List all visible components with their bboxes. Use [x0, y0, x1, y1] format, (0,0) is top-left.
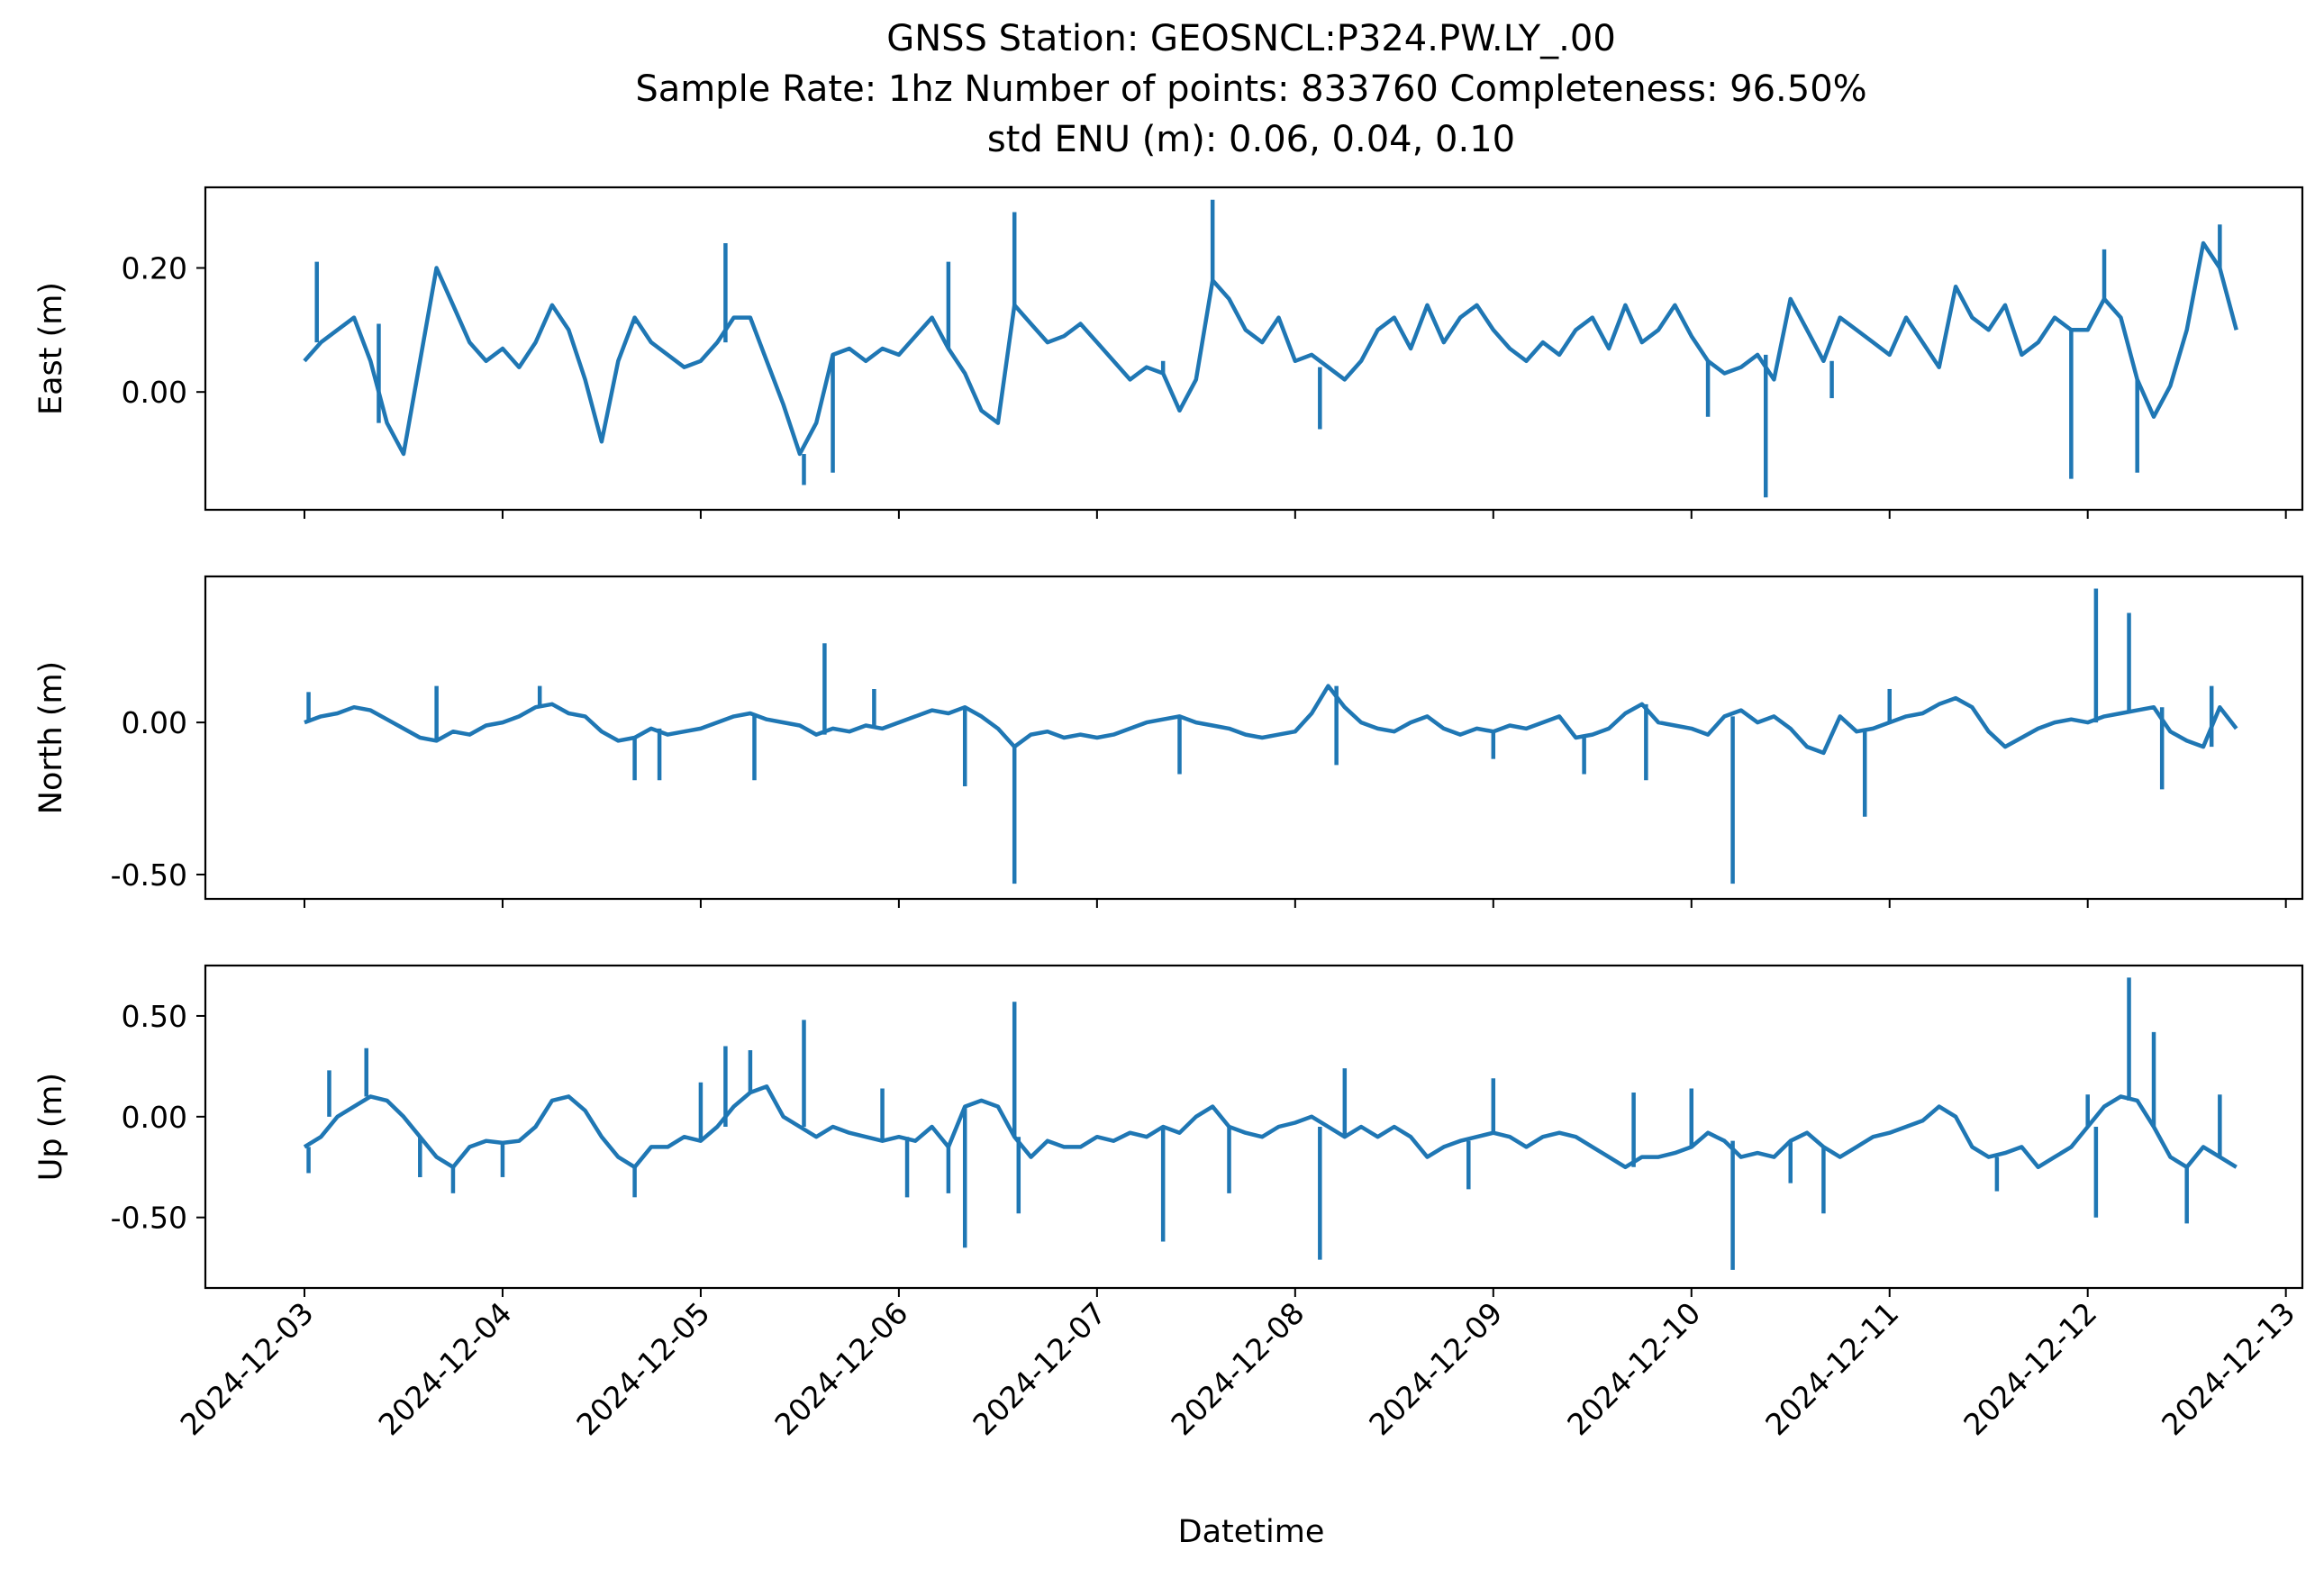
north-series-line: [304, 684, 2238, 756]
panel-north: -0.50 0.00 North (m): [33, 575, 2304, 908]
east-y-axis-label: East (m): [33, 282, 69, 415]
up-ytick-label: 0.00: [122, 1100, 187, 1135]
north-axes-frame: [204, 575, 2304, 901]
up-y-axis-label: Up (m): [33, 1073, 69, 1181]
east-ytick-label: 0.20: [122, 251, 187, 286]
up-ytick-label: 0.50: [122, 999, 187, 1034]
north-ytick-label: 0.00: [122, 705, 187, 740]
title-line-2: Sample Rate: 1hz Number of points: 83376…: [635, 68, 1866, 110]
title-line-3: std ENU (m): 0.06, 0.04, 0.10: [987, 119, 1515, 160]
x-axis-label: Datetime: [1178, 1514, 1325, 1550]
title-line-1: GNSS Station: GEOSNCL:P324.PW.LY_.00: [886, 18, 1616, 59]
up-ytick-label: -0.50: [111, 1201, 187, 1236]
panel-up: -0.50 0.00 0.50 Up (m): [33, 964, 2304, 1297]
up-axes-frame: [204, 964, 2304, 1290]
panel-east: 0.00 0.20 East (m): [33, 186, 2304, 519]
up-series-line: [303, 1084, 2238, 1170]
north-y-axis-label: North (m): [33, 661, 69, 814]
east-axes-frame: [204, 186, 2304, 512]
panels: 0.00 0.20 East (m) -0.50 0.00 North (m) -0.50 0…: [33, 186, 2304, 1297]
east-ytick-label: 0.00: [122, 375, 187, 410]
north-ytick-label: -0.50: [111, 857, 187, 893]
east-series-line: [303, 240, 2238, 457]
